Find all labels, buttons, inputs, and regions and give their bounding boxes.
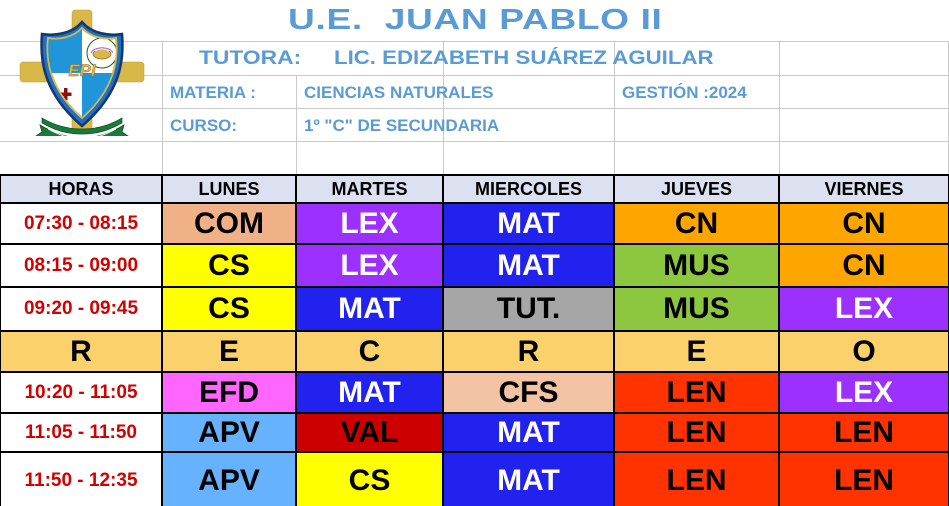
- svg-text:EPI: EPI: [68, 61, 97, 80]
